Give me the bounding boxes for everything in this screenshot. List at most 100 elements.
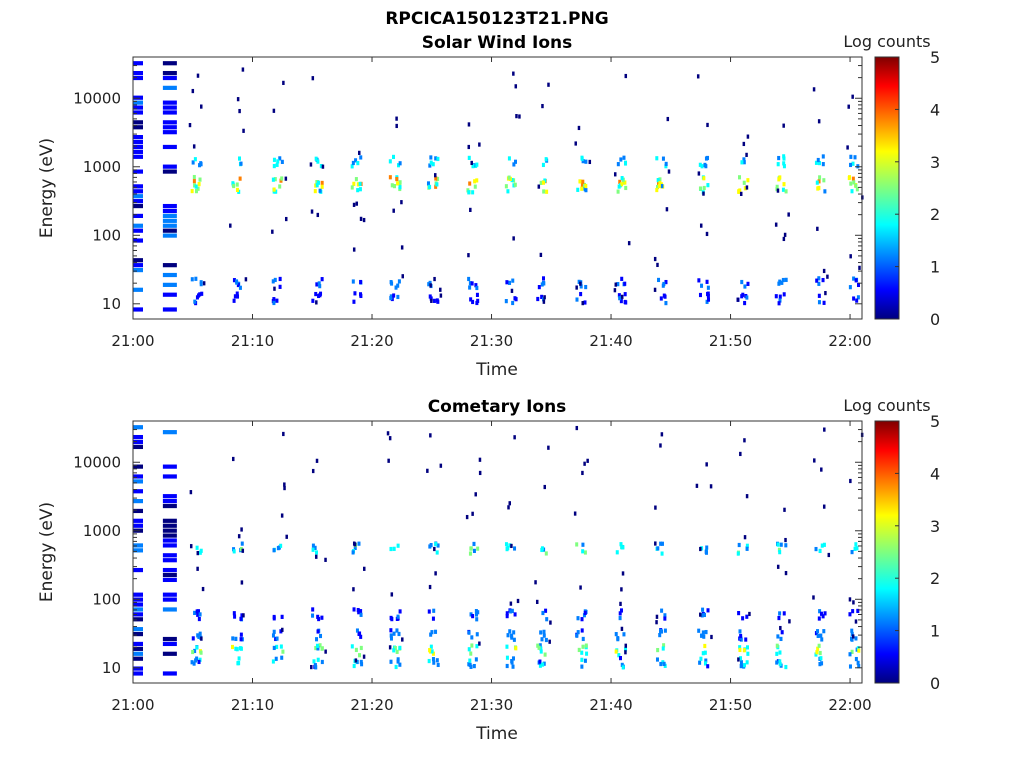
heatmap-cell [739,633,743,639]
colorbar-tick-label: 0 [930,674,940,693]
heatmap-cell [133,646,143,651]
heatmap-cell [472,663,476,669]
heatmap-cell [358,187,362,192]
heatmap-cell [470,635,474,640]
heatmap-cell [658,632,662,638]
heatmap-cell [240,527,243,532]
heatmap-cell [285,534,288,539]
heatmap-cell [280,159,284,165]
heatmap-cell [782,182,786,187]
heatmap-cell [359,659,363,665]
heatmap-cell [162,100,177,105]
heatmap-cell [197,182,201,187]
heatmap-cell [198,631,202,636]
heatmap-cell [738,629,742,634]
heatmap-cell [162,543,177,548]
heatmap-cell [315,183,319,188]
heatmap-cell [196,73,200,78]
heatmap-cell [620,545,624,550]
heatmap-cell [745,614,749,619]
heatmap-cell [433,276,436,282]
heatmap-cell [847,104,850,109]
heatmap-cell [318,188,322,193]
heatmap-cell [394,285,398,290]
heatmap-cell [622,155,626,160]
heatmap-cell [470,643,474,648]
heatmap-cell [388,645,392,650]
heatmap-cell [195,609,199,614]
heatmap-cell [162,218,177,223]
heatmap-cell [356,182,360,187]
heatmap-cell [820,467,823,472]
heatmap-cell [817,300,821,305]
heatmap-cell [575,542,579,547]
heatmap-cell [239,637,243,642]
heatmap-cell [822,178,826,183]
heatmap-cell [778,298,782,303]
heatmap-cell [819,611,823,616]
heatmap-cell [738,175,742,180]
heatmap-cell [782,164,786,169]
colorbar-label: Log counts [843,32,930,51]
heatmap-cell [133,499,143,504]
heatmap-cell [508,501,512,506]
heatmap-cell [705,231,709,237]
heatmap-cell [467,647,471,652]
heatmap-cell [133,641,143,647]
heatmap-cell [198,177,202,182]
heatmap-cell [469,297,473,302]
heatmap-cell [858,265,861,270]
heatmap-cell [273,177,277,182]
heatmap-cell [513,612,517,617]
heatmap-cell [435,658,439,663]
heatmap-cell [581,644,585,649]
heatmap-cell [235,279,239,284]
colorbar-ticks: 0 1 2 3 4 5 [895,48,940,329]
heatmap-cell [395,116,398,121]
heatmap-cell [352,587,355,592]
heatmap-cell [850,549,854,555]
heatmap-cell [776,188,780,193]
heatmap-cell [271,229,274,234]
heatmap-cell [583,186,587,192]
heatmap-cell [514,646,518,651]
heatmap-cell [281,627,284,632]
heatmap-cell [542,633,546,638]
heatmap-cell [355,201,359,206]
heatmap-cell [283,482,286,487]
heatmap-cell [742,160,746,165]
heatmap-cell [745,660,749,665]
heatmap-cell [581,542,585,547]
heatmap-cell [545,617,549,622]
heatmap-cell [395,628,399,633]
heatmap-cell [812,87,816,92]
heatmap-cell [358,631,362,636]
heatmap-cell [743,284,747,289]
heatmap-cell [352,181,356,186]
heatmap-cell [822,300,826,305]
heatmap-cell [663,294,667,299]
heatmap-cell [584,183,588,189]
heatmap-cell [314,291,318,297]
heatmap-cell [278,184,282,189]
heatmap-cell [819,633,823,638]
heatmap-cell [617,653,621,658]
heatmap-cell [320,180,324,186]
heatmap-cell [698,292,702,298]
heatmap-cell [278,276,282,282]
heatmap-cell [506,633,510,638]
heatmap-cell [351,550,355,555]
heatmap-cell [745,152,748,157]
heatmap-cell [311,613,315,618]
heatmap-cell [821,614,825,619]
heatmap-cell [272,629,276,634]
heatmap-cell [706,183,710,188]
heatmap-cell [162,61,177,66]
heatmap-cell [851,634,855,639]
heatmap-cell [389,633,393,638]
heatmap-cell [273,286,276,291]
heatmap-cell [574,141,577,146]
heatmap-cell [359,612,363,617]
heatmap-cell [505,614,509,619]
heatmap-cell [659,443,662,448]
